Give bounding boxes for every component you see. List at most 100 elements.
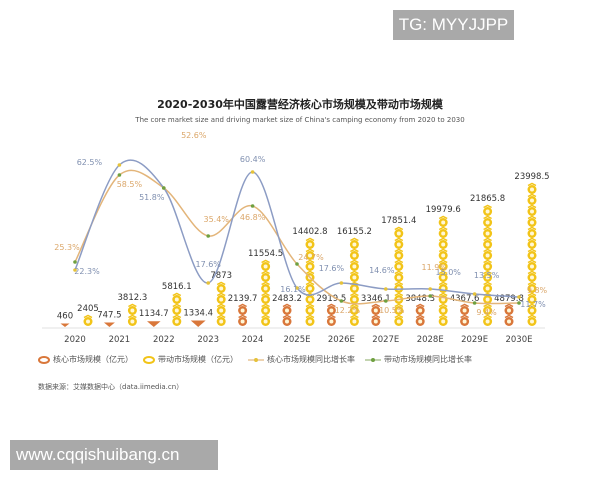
core-growth-point	[117, 163, 122, 167]
driving-bar	[127, 303, 137, 326]
svg-text:14.6%: 14.6%	[369, 266, 395, 275]
core-bar-icon	[103, 322, 115, 327]
data-source: 数据来源：艾媒数据中心（data.iimedia.cn）	[38, 383, 184, 391]
core-bar-icon	[60, 323, 70, 327]
svg-text:460: 460	[57, 311, 73, 321]
driving-bar	[483, 204, 493, 326]
svg-text:9.4%: 9.4%	[476, 308, 497, 317]
svg-text:13.5%: 13.5%	[474, 271, 500, 280]
svg-text:51.8%: 51.8%	[139, 193, 165, 202]
svg-text:15.0%: 15.0%	[435, 268, 461, 277]
svg-text:16.1%: 16.1%	[280, 285, 306, 294]
core-line-icon	[248, 357, 264, 362]
svg-text:747.5: 747.5	[97, 311, 121, 321]
driving-growth-point	[295, 262, 299, 266]
svg-text:11554.5: 11554.5	[248, 249, 283, 259]
core-bar-icon	[38, 355, 50, 364]
core-bar	[415, 303, 425, 326]
x-axis-label: 2020	[64, 335, 86, 345]
driving-bar	[305, 237, 315, 326]
driving-growth-point	[384, 299, 388, 303]
core-growth-point	[339, 281, 344, 285]
driving-bar-icon	[143, 355, 155, 364]
x-axis-label: 2021	[109, 335, 131, 345]
x-axis-label: 2023	[197, 335, 219, 345]
core-growth-point	[384, 287, 388, 291]
svg-text:62.5%: 62.5%	[77, 158, 103, 167]
x-axis-label: 2028E	[417, 335, 444, 345]
svg-text:60.4%: 60.4%	[240, 155, 266, 164]
core-growth-point	[73, 268, 77, 272]
svg-text:5816.1: 5816.1	[162, 282, 192, 292]
driving-bar	[438, 215, 448, 326]
svg-text:11.9%: 11.9%	[421, 263, 447, 272]
driving-growth-line	[74, 169, 520, 305]
svg-text:17.6%: 17.6%	[319, 264, 345, 273]
x-axis-label: 2024	[242, 335, 264, 345]
core-bar	[238, 303, 248, 326]
core-growth-point	[250, 170, 255, 174]
driving-bar	[83, 314, 93, 326]
legend-core-growth: 核心市场规模同比增长率	[248, 354, 355, 365]
svg-text:10.5%: 10.5%	[379, 306, 405, 315]
x-axis-label: 2022	[153, 335, 175, 345]
svg-text:22.3%: 22.3%	[74, 267, 100, 276]
driving-growth-point	[517, 301, 521, 305]
legend-driving-growth: 带动市场规模同比增长率	[365, 354, 472, 365]
svg-text:25.3%: 25.3%	[54, 243, 80, 252]
driving-growth-point	[472, 301, 477, 305]
core-bar	[460, 303, 470, 326]
svg-text:3346.1: 3346.1	[361, 294, 391, 304]
driving-bar	[172, 292, 182, 326]
svg-text:21865.8: 21865.8	[470, 194, 505, 204]
core-bar	[282, 303, 292, 326]
chart-subtitle: The core market size and driving market …	[135, 116, 465, 124]
svg-text:1334.4: 1334.4	[183, 309, 213, 319]
x-axis-label: 2026E	[328, 335, 355, 345]
svg-text:9.8%: 9.8%	[527, 286, 548, 295]
legend-driving-size: 带动市场规模（亿元）	[143, 354, 238, 365]
svg-text:2405: 2405	[77, 304, 99, 314]
watermark-top: TG: MYYJJPP	[393, 10, 514, 40]
chart-title: 2020-2030年中国露营经济核心市场规模及带动市场规模	[157, 98, 443, 111]
svg-text:4879.8: 4879.8	[494, 294, 524, 304]
svg-text:16155.2: 16155.2	[337, 227, 372, 237]
svg-text:7873: 7873	[210, 271, 232, 281]
svg-text:17.6%: 17.6%	[195, 260, 221, 269]
core-growth-point	[295, 286, 299, 290]
core-growth-point	[428, 287, 433, 291]
x-axis-label: 2030E	[505, 335, 532, 345]
svg-text:14402.8: 14402.8	[292, 227, 327, 237]
core-bar	[371, 303, 381, 326]
svg-text:2919.5: 2919.5	[317, 294, 347, 304]
driving-bar	[527, 182, 537, 326]
core-bar	[504, 303, 514, 326]
core-bar	[326, 303, 336, 326]
svg-text:11.7%: 11.7%	[520, 300, 546, 309]
svg-text:1134.7: 1134.7	[139, 309, 169, 319]
svg-text:24.7%: 24.7%	[298, 253, 324, 262]
driving-growth-point	[73, 260, 77, 264]
legend: 核心市场规模（亿元） 带动市场规模（亿元） 核心市场规模同比增长率 带动市场规模…	[38, 354, 472, 365]
x-axis-label: 2029E	[461, 335, 488, 345]
driving-growth-point	[339, 299, 344, 303]
driving-bar	[349, 237, 359, 326]
svg-text:3848.3: 3848.3	[405, 294, 435, 304]
driving-growth-point	[250, 204, 255, 208]
core-growth-point	[517, 295, 521, 299]
core-bar-icon	[190, 320, 206, 327]
svg-text:52.6%: 52.6%	[181, 131, 207, 140]
svg-text:58.5%: 58.5%	[117, 180, 143, 189]
driving-growth-point	[162, 186, 166, 190]
svg-text:17851.4: 17851.4	[381, 216, 416, 226]
svg-text:3812.3: 3812.3	[118, 293, 148, 303]
driving-bar	[216, 281, 226, 326]
x-axis-label: 2025E	[283, 335, 310, 345]
watermark-bottom: www.cqqishuibang.cn	[10, 440, 218, 470]
x-axis-label: 2027E	[372, 335, 399, 345]
driving-bar	[261, 259, 271, 326]
driving-growth-point	[206, 234, 210, 238]
core-bar-icon	[147, 321, 161, 327]
driving-growth-point	[117, 173, 122, 177]
